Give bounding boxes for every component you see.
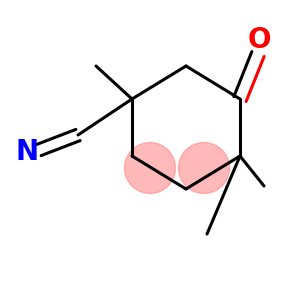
Text: N: N: [15, 137, 39, 166]
Circle shape: [178, 142, 230, 194]
Text: O: O: [248, 26, 271, 55]
Circle shape: [124, 142, 176, 194]
